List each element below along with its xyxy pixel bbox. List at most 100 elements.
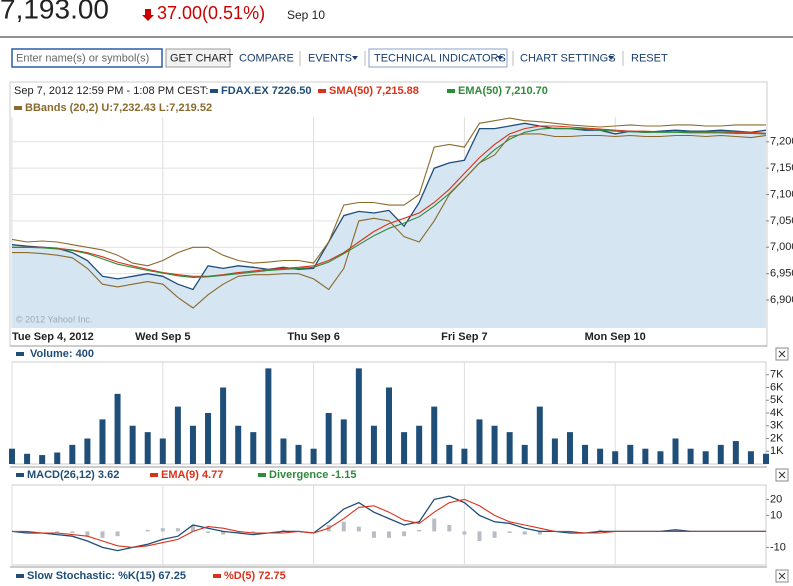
caret	[608, 56, 614, 60]
volume-bar	[702, 451, 709, 464]
divergence-bar	[567, 531, 572, 533]
volume-bar	[612, 451, 619, 464]
divergence-bar	[432, 518, 437, 532]
volume-bar	[325, 413, 332, 464]
volume-bar	[687, 448, 694, 464]
divergence-bar	[175, 528, 180, 532]
volume-bar	[370, 425, 377, 464]
y-tick-label: 7K	[770, 369, 784, 381]
legend-swatch	[16, 574, 24, 578]
y-tick-label: 4K	[770, 407, 784, 419]
indicators-box[interactable]	[368, 48, 508, 68]
chart-settings[interactable]: CHART SETTINGS	[520, 52, 616, 64]
line	[12, 125, 767, 277]
line	[12, 498, 766, 548]
volume-bar	[672, 438, 679, 464]
compare[interactable]: COMPARE	[239, 52, 294, 64]
volume-bar	[732, 441, 739, 464]
volume-bar	[386, 387, 392, 464]
volume-bar	[642, 448, 649, 464]
divergence-bar	[145, 529, 150, 532]
volume-bar	[627, 444, 634, 464]
volume-bar	[401, 432, 408, 464]
get-chart-label: GET CHART	[170, 52, 233, 64]
divergence-bar	[417, 529, 422, 532]
macd-frame	[11, 484, 767, 566]
volume-bar	[9, 448, 15, 464]
divergence-bar	[462, 531, 467, 535]
close-button[interactable]	[775, 347, 789, 361]
divergence-bar	[281, 529, 286, 532]
search-placeholder: Enter name(s) or symbol(s)	[16, 52, 149, 64]
volume-bar	[491, 425, 498, 464]
divergence-bar	[190, 525, 195, 532]
divergence-bar	[522, 531, 527, 535]
volume-bar	[99, 419, 106, 464]
close-button[interactable]	[775, 468, 789, 482]
divergence-bar	[25, 531, 30, 533]
volume-bar	[310, 448, 317, 464]
legend-swatch	[150, 473, 158, 477]
events[interactable]: EVENTS	[308, 52, 352, 64]
divergence-bar	[387, 531, 391, 538]
x-tick-label: Fri Sep 7	[441, 331, 487, 343]
divergence-bar	[673, 529, 678, 532]
legend-swatch	[447, 89, 455, 93]
volume-bar	[54, 452, 61, 464]
date: Sep 10	[287, 8, 325, 22]
volume-bar	[566, 432, 573, 464]
line	[11, 495, 766, 552]
y-tick-label: 7,200	[770, 136, 793, 148]
divergence-bar	[492, 531, 497, 538]
volume-bar	[476, 419, 483, 464]
y-tick-label: 7,000	[770, 241, 793, 253]
volume-bar	[114, 393, 121, 464]
y-tick-label: 6,950	[770, 268, 793, 280]
down-arrow	[142, 9, 154, 21]
volume-bar	[446, 444, 453, 464]
volume-bar	[597, 448, 604, 464]
legend-label: Slow Stochastic: %K(15) 67.25	[27, 570, 186, 582]
y-tick-label: 20	[770, 493, 782, 505]
y-tick-label: 3K	[770, 420, 784, 432]
legend-swatch	[213, 574, 221, 578]
legend-label: BBands (20,2) U:7,232.43 L:7,219.52	[25, 102, 212, 114]
legend-swatch	[16, 473, 24, 477]
volume-bar	[416, 425, 423, 464]
volume-bar	[265, 368, 272, 464]
technical-indicators[interactable]: TECHNICAL INDICATORS	[374, 52, 506, 64]
y-tick-label: 7,150	[770, 162, 793, 174]
legend-label: FDAX.EX 7226.50	[221, 85, 312, 97]
divergence-bar	[447, 525, 452, 532]
line	[11, 117, 766, 267]
volume-bar	[84, 438, 91, 464]
divergence-bar	[206, 531, 211, 533]
divergence-bar	[251, 531, 256, 533]
x-tick-label: Thu Sep 6	[287, 331, 340, 343]
y-tick-label: 6,900	[770, 294, 793, 306]
volume-bar	[431, 406, 438, 464]
x-tick-label: Tue Sep 4, 2012	[12, 331, 94, 343]
divergence-bar	[55, 531, 60, 533]
line	[12, 127, 767, 278]
divergence-bar	[85, 531, 90, 537]
volume-bar	[235, 425, 242, 464]
area	[12, 123, 766, 328]
volume-bar	[189, 425, 196, 464]
search-box[interactable]	[11, 48, 163, 68]
close-button[interactable]	[775, 569, 789, 583]
legend-swatch	[14, 106, 22, 110]
annotation: © 2012 Yahoo! Inc.	[16, 314, 92, 324]
volume-bar	[174, 406, 181, 464]
volume-bar	[340, 419, 347, 464]
y-tick-label: 7,100	[770, 188, 793, 200]
divergence-bar	[537, 531, 542, 535]
get-chart-button[interactable]	[165, 48, 231, 68]
reset[interactable]: RESET	[631, 52, 668, 64]
volume-bar	[280, 438, 287, 464]
y-tick-label: 10	[770, 509, 782, 521]
divergence-bar	[100, 531, 105, 538]
y-tick-label: 2K	[770, 432, 784, 444]
divergence-bar	[236, 531, 241, 533]
